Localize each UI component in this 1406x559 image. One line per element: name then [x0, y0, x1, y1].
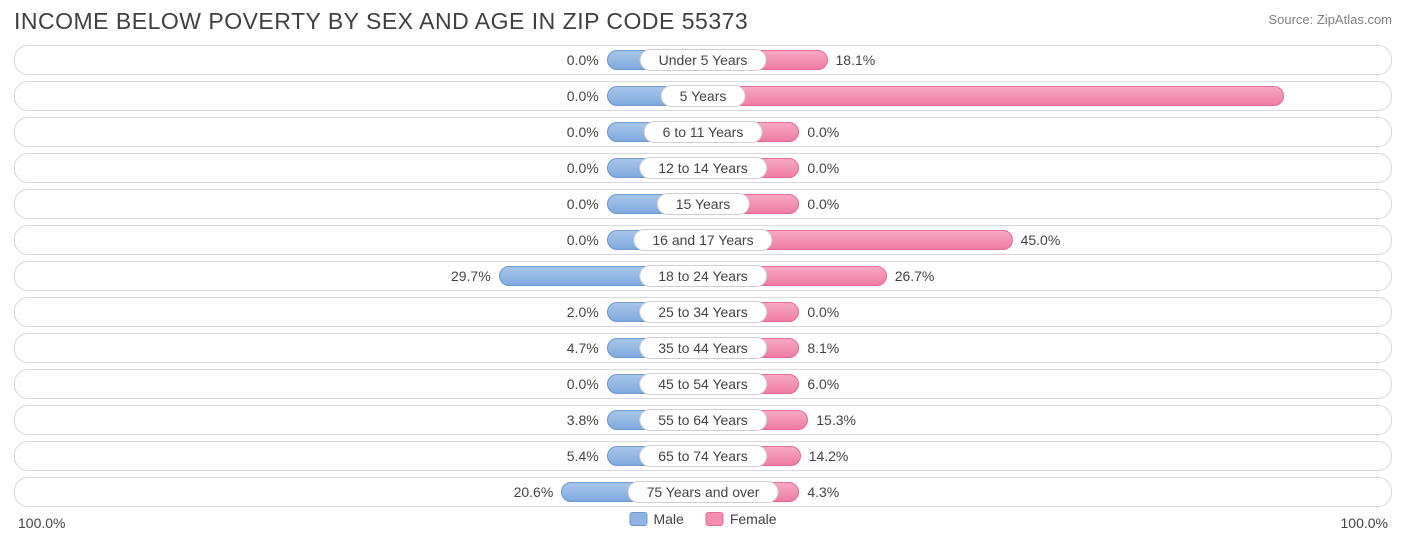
category-label: 5 Years [661, 85, 746, 107]
legend: Male Female [629, 511, 776, 527]
male-value-label: 0.0% [567, 196, 599, 212]
category-label: Under 5 Years [640, 49, 767, 71]
female-value-label: 0.0% [807, 160, 839, 176]
male-value-label: 2.0% [567, 304, 599, 320]
category-label: 6 to 11 Years [644, 121, 763, 143]
chart-row: 0.0% 0.0% 12 to 14 Years [14, 153, 1392, 183]
female-bar [703, 86, 1284, 106]
legend-female-label: Female [730, 511, 777, 527]
axis-max-left: 100.0% [18, 515, 65, 531]
female-value-label: 6.0% [807, 376, 839, 392]
category-label: 65 to 74 Years [639, 445, 767, 467]
female-value-label: 4.3% [807, 484, 839, 500]
male-value-label: 0.0% [567, 124, 599, 140]
diverging-bar-chart: 0.0%18.1%Under 5 Years0.0%84.4%5 Years0.… [14, 45, 1392, 507]
category-label: 15 Years [657, 193, 750, 215]
chart-row: 29.7% 26.7% 18 to 24 Years [14, 261, 1392, 291]
category-label: 35 to 44 Years [639, 337, 767, 359]
female-value-label: 0.0% [807, 304, 839, 320]
female-value-label: 0.0% [807, 196, 839, 212]
chart-row: 3.8% 15.3% 55 to 64 Years [14, 405, 1392, 435]
female-value-label: 0.0% [807, 124, 839, 140]
chart-row: 0.0% 0.0% 6 to 11 Years [14, 117, 1392, 147]
chart-row: 5.4% 14.2% 65 to 74 Years [14, 441, 1392, 471]
male-value-label: 0.0% [567, 232, 599, 248]
male-value-label: 0.0% [567, 88, 599, 104]
legend-female: Female [706, 511, 777, 527]
male-value-label: 0.0% [567, 376, 599, 392]
female-swatch-icon [706, 512, 724, 526]
chart-title: INCOME BELOW POVERTY BY SEX AND AGE IN Z… [14, 8, 748, 35]
male-swatch-icon [629, 512, 647, 526]
chart-row: 4.7% 8.1% 35 to 44 Years [14, 333, 1392, 363]
category-label: 75 Years and over [628, 481, 779, 503]
female-value-label: 14.2% [809, 448, 849, 464]
chart-row: 0.0% 0.0% 15 Years [14, 189, 1392, 219]
male-value-label: 3.8% [567, 412, 599, 428]
male-value-label: 0.0% [567, 160, 599, 176]
legend-male-label: Male [653, 511, 683, 527]
source-label: Source: ZipAtlas.com [1268, 12, 1392, 27]
female-value-label: 8.1% [807, 340, 839, 356]
female-value-label: 18.1% [836, 52, 876, 68]
category-label: 55 to 64 Years [639, 409, 767, 431]
chart-row: 0.0% 18.1% Under 5 Years [14, 45, 1392, 75]
female-value-label: 15.3% [816, 412, 856, 428]
male-value-label: 5.4% [567, 448, 599, 464]
male-value-label: 0.0% [567, 52, 599, 68]
chart-row: 20.6% 4.3% 75 Years and over [14, 477, 1392, 507]
chart-row: 0.0% 6.0% 45 to 54 Years [14, 369, 1392, 399]
category-label: 45 to 54 Years [639, 373, 767, 395]
female-value-label: 26.7% [895, 268, 935, 284]
male-value-label: 4.7% [567, 340, 599, 356]
axis-max-right: 100.0% [1341, 515, 1388, 531]
chart-row: 2.0% 0.0% 25 to 34 Years [14, 297, 1392, 327]
category-label: 18 to 24 Years [639, 265, 767, 287]
category-label: 12 to 14 Years [639, 157, 767, 179]
male-value-label: 20.6% [514, 484, 554, 500]
female-value-label: 84.4% [1343, 88, 1383, 104]
female-value-label: 45.0% [1021, 232, 1061, 248]
male-value-label: 29.7% [451, 268, 491, 284]
category-label: 25 to 34 Years [639, 301, 767, 323]
legend-male: Male [629, 511, 683, 527]
category-label: 16 and 17 Years [633, 229, 772, 251]
chart-row: 0.0% 45.0% 16 and 17 Years [14, 225, 1392, 255]
chart-row: 0.0% 84.4% 5 Years [14, 81, 1392, 111]
